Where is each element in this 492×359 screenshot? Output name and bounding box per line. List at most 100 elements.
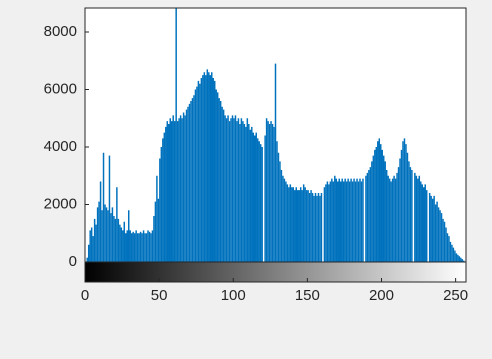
bar: [271, 124, 274, 263]
bar: [230, 118, 232, 262]
bar: [397, 167, 400, 262]
x-tick-label: 50: [151, 287, 168, 304]
bar: [99, 181, 102, 262]
bar: [190, 101, 192, 262]
bar: [351, 181, 354, 262]
bar: [369, 167, 372, 262]
bar: [276, 141, 278, 262]
bar: [191, 98, 194, 263]
bar: [428, 193, 431, 262]
bar: [313, 195, 315, 262]
bar: [454, 250, 456, 262]
bar: [113, 216, 115, 262]
bar: [334, 175, 336, 262]
bar: [123, 221, 126, 262]
bar: [279, 161, 281, 262]
bar: [385, 170, 388, 262]
bar: [387, 175, 389, 262]
bar: [107, 210, 109, 262]
bar: [95, 224, 97, 262]
bar: [452, 247, 455, 262]
bar: [188, 103, 191, 262]
bar: [122, 230, 124, 262]
bar: [142, 230, 145, 262]
bar: [446, 233, 449, 262]
bar: [402, 141, 404, 262]
bar: [381, 149, 383, 262]
bar: [411, 170, 413, 262]
bar: [208, 72, 210, 262]
bar: [135, 230, 137, 262]
bar: [200, 78, 203, 263]
bar: [394, 178, 397, 262]
bar: [172, 115, 174, 263]
bar: [273, 126, 275, 262]
bar: [216, 92, 219, 262]
bar: [141, 233, 143, 262]
bar: [199, 83, 201, 262]
bar: [163, 132, 166, 262]
bar: [345, 181, 348, 262]
bar: [437, 207, 440, 262]
bar: [87, 244, 90, 262]
bar: [242, 121, 244, 262]
bar: [209, 75, 212, 262]
bar: [342, 181, 345, 262]
bar: [339, 181, 342, 262]
bar: [425, 190, 428, 262]
bar: [408, 161, 410, 262]
bar: [295, 187, 297, 262]
bar: [102, 152, 105, 262]
bar: [294, 190, 296, 262]
bar: [166, 121, 169, 262]
bar: [323, 187, 326, 262]
bar: [415, 175, 418, 262]
bar: [211, 72, 213, 262]
x-tick-label: 150: [295, 287, 320, 304]
bar: [424, 184, 426, 262]
bar: [173, 121, 176, 262]
bar: [120, 227, 123, 262]
bar: [384, 161, 386, 262]
bar: [270, 121, 272, 262]
bar: [314, 193, 317, 262]
bar: [357, 181, 360, 262]
bar: [298, 190, 300, 262]
bar: [89, 230, 91, 262]
x-tick-label: 200: [369, 287, 394, 304]
bar: [439, 210, 441, 262]
bar: [288, 187, 290, 262]
bar: [431, 198, 434, 262]
bar: [328, 184, 330, 262]
bar: [245, 126, 247, 262]
bar: [310, 190, 312, 262]
bar: [202, 75, 204, 262]
bar: [117, 218, 120, 262]
bar: [101, 210, 103, 262]
bar: [316, 195, 318, 262]
bar: [414, 172, 416, 262]
bar: [133, 233, 136, 262]
bar: [448, 236, 450, 262]
bar: [98, 201, 100, 262]
bar: [433, 195, 435, 262]
bar: [240, 118, 243, 262]
bar: [110, 213, 112, 262]
bar: [90, 227, 93, 262]
bar: [105, 207, 108, 262]
bar: [399, 158, 401, 262]
bar: [179, 115, 182, 263]
bar: [277, 152, 280, 262]
bar: [127, 210, 130, 262]
bar: [254, 135, 256, 262]
bar: [224, 115, 226, 263]
bar: [285, 181, 287, 262]
bar: [239, 124, 241, 263]
bar: [182, 112, 185, 262]
bar: [252, 132, 255, 262]
bar: [225, 118, 228, 262]
bar: [423, 187, 425, 262]
bar: [213, 80, 216, 262]
bar: [194, 89, 197, 262]
bar: [289, 184, 292, 262]
